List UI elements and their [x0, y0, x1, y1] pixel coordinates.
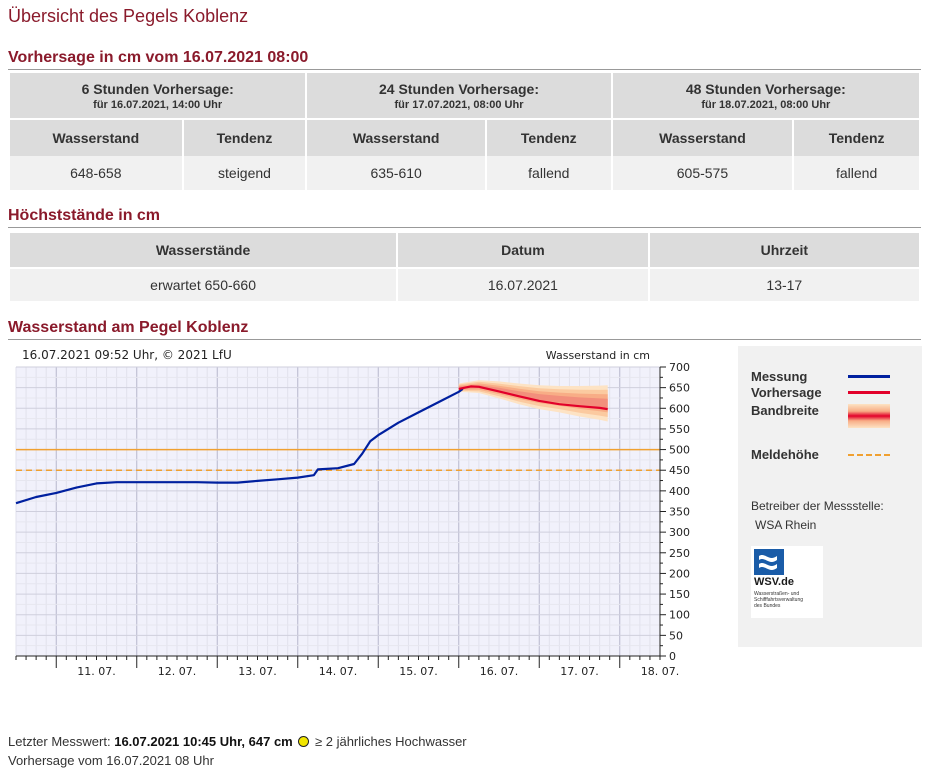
y-tick-label: 600: [669, 402, 690, 415]
column-header: Tendenz: [486, 120, 611, 156]
peak-date: 16.07.2021: [398, 269, 648, 301]
measurement-line: [15, 388, 464, 505]
flood-status-text: ≥ 2 jährliches Hochwasser: [315, 734, 467, 749]
legend-label-vorhersage: Vorhersage: [751, 385, 822, 400]
y-tick-label: 700: [669, 361, 690, 374]
forecast-section-title: Vorhersage in cm vom 16.07.2021 08:00: [8, 49, 309, 66]
x-tick-label: 17. 07.: [560, 665, 598, 678]
logo-title: WSV.de: [754, 576, 794, 588]
logo-line: Schifffahrtsverwaltung: [754, 597, 804, 603]
y-tick-label: 100: [669, 609, 690, 622]
wsv-logo: WSV.de Wasserstraßen- und Schifffahrtsve…: [751, 546, 823, 618]
forecast-48h-sub: für 18.07.2021, 08:00 Uhr: [701, 98, 831, 111]
legend-swatch-bandbreite: [848, 404, 890, 428]
y-tick-label: 200: [669, 567, 690, 580]
wsv-logo-icon: [754, 549, 784, 575]
column-header: Wasserstand: [307, 120, 485, 156]
forecast-48h-level: 605-575: [612, 156, 793, 190]
y-tick-label: 450: [669, 464, 690, 477]
forecast-24h-header: 24 Stunden Vorhersage: für 17.07.2021, 0…: [307, 73, 611, 118]
column-header: Datum: [398, 233, 648, 267]
x-tick-label: 14. 07.: [319, 665, 357, 678]
forecast-6h-sub: für 16.07.2021, 14:00 Uhr: [93, 98, 223, 111]
forecast-24h-heading: 24 Stunden Vorhersage:: [378, 80, 539, 97]
legend-swatch-vorhersage: [848, 391, 890, 394]
forecast-table: 6 Stunden Vorhersage: für 16.07.2021, 14…: [8, 73, 921, 190]
y-tick-label: 650: [669, 382, 690, 395]
peaks-section-title: Höchststände in cm: [8, 207, 161, 224]
legend-label-meldehoehe: Meldehöhe: [751, 447, 819, 462]
operator-name: WSA Rhein: [755, 518, 817, 532]
y-tick-label: 350: [669, 506, 690, 519]
forecast-6h-header: 6 Stunden Vorhersage: für 16.07.2021, 14…: [10, 73, 306, 118]
forecast-48h-header: 48 Stunden Vorhersage: für 18.07.2021, 0…: [612, 73, 919, 118]
forecast-48h-trend: fallend: [794, 156, 919, 190]
x-tick-label: 15. 07.: [399, 665, 437, 678]
y-tick-label: 50: [669, 629, 683, 642]
column-header: Wasserstand: [10, 120, 182, 156]
logo-line: Wasserstraßen- und: [754, 591, 800, 597]
forecast-note: Vorhersage vom 16.07.2021 08 Uhr: [8, 753, 214, 768]
divider: [8, 227, 921, 228]
column-header: Tendenz: [794, 120, 919, 156]
water-level-chart: 16.07.2021 09:52 Uhr, © 2021 LfU Wassers…: [8, 342, 730, 687]
forecast-24h-level: 635-610: [307, 156, 485, 190]
forecast-24h-sub: für 17.07.2021, 08:00 Uhr: [394, 98, 524, 111]
chart-title: 16.07.2021 09:52 Uhr, © 2021 LfU: [22, 348, 232, 362]
x-tick-label: 18. 07.: [641, 665, 679, 678]
chart-ylabel: Wasserstand in cm: [546, 349, 650, 362]
chart-section-title: Wasserstand am Pegel Koblenz: [8, 319, 249, 336]
column-header: Tendenz: [183, 120, 306, 156]
y-tick-label: 550: [669, 423, 690, 436]
last-measurement-label: Letzter Messwert:: [8, 734, 111, 749]
forecast-24h-trend: fallend: [486, 156, 611, 190]
column-header: Uhrzeit: [649, 233, 919, 267]
column-header: Wasserstand: [612, 120, 793, 156]
x-tick-label: 16. 07.: [480, 665, 518, 678]
y-tick-label: 250: [669, 547, 690, 560]
x-tick-label: 11. 07.: [77, 665, 115, 678]
forecast-line: [458, 385, 608, 411]
x-tick-label: 12. 07.: [158, 665, 196, 678]
y-tick-label: 400: [669, 485, 690, 498]
y-tick-label: 300: [669, 526, 690, 539]
y-tick-label: 500: [669, 444, 690, 457]
forecast-6h-level: 648-658: [10, 156, 182, 190]
forecast-48h-heading: 48 Stunden Vorhersage:: [685, 80, 846, 97]
x-tick-label: 13. 07.: [238, 665, 276, 678]
operator-label: Betreiber der Messstelle:: [751, 499, 884, 513]
last-measurement: Letzter Messwert: 16.07.2021 10:45 Uhr, …: [8, 734, 467, 749]
peaks-table: Wasserstände Datum Uhrzeit erwartet 650-…: [8, 233, 921, 301]
forecast-6h-heading: 6 Stunden Vorhersage:: [81, 80, 234, 97]
legend-label-messung: Messung: [751, 369, 808, 384]
page-title: Übersicht des Pegels Koblenz: [8, 6, 249, 26]
legend-label-bandbreite: Bandbreite: [751, 403, 819, 418]
chart-legend: Messung Vorhersage Bandbreite Meldehöhe …: [738, 346, 922, 647]
legend-swatch-messung: [848, 375, 890, 378]
y-tick-label: 0: [669, 650, 676, 663]
divider: [8, 69, 921, 70]
column-header: Wasserstände: [10, 233, 397, 267]
divider: [8, 339, 921, 340]
logo-line: des Bundes: [754, 603, 781, 609]
peak-levels: erwartet 650-660: [10, 269, 397, 301]
legend-swatch-meldehoehe: [848, 454, 890, 456]
forecast-6h-trend: steigend: [183, 156, 306, 190]
peak-time: 13-17: [649, 269, 919, 301]
y-tick-label: 150: [669, 588, 690, 601]
last-measurement-value: 16.07.2021 10:45 Uhr, 647 cm: [114, 734, 293, 749]
flood-status-dot-icon: [298, 736, 310, 747]
